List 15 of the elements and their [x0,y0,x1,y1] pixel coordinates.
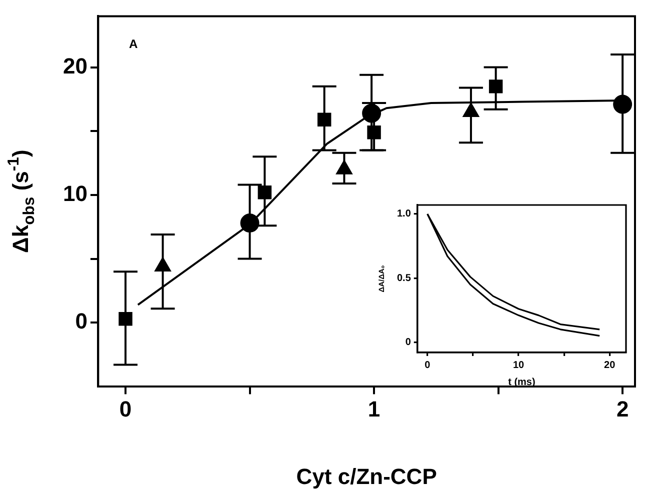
x-tick-label: 20 [604,360,616,371]
x-tick-label: 0 [119,396,132,422]
x-tick-label: 0 [424,360,431,371]
annotation: A [129,37,138,52]
y-tick-label: 0 [405,336,412,348]
x-axis-title: Cyt c/Zn-CCP [296,464,437,489]
x-tick-label: 1 [368,396,380,422]
y-tick-label: 0 [75,308,88,334]
y-tick-label: 10 [62,181,88,206]
x-tick-label: 10 [512,360,525,371]
x-tick-label: 2 [616,396,629,422]
y-tick-label: 1.0 [396,208,412,220]
y-axis-title: Δkobs (s-1) [6,150,38,253]
y-tick-label: 0.5 [396,272,412,284]
y-tick-label: 20 [62,53,88,78]
